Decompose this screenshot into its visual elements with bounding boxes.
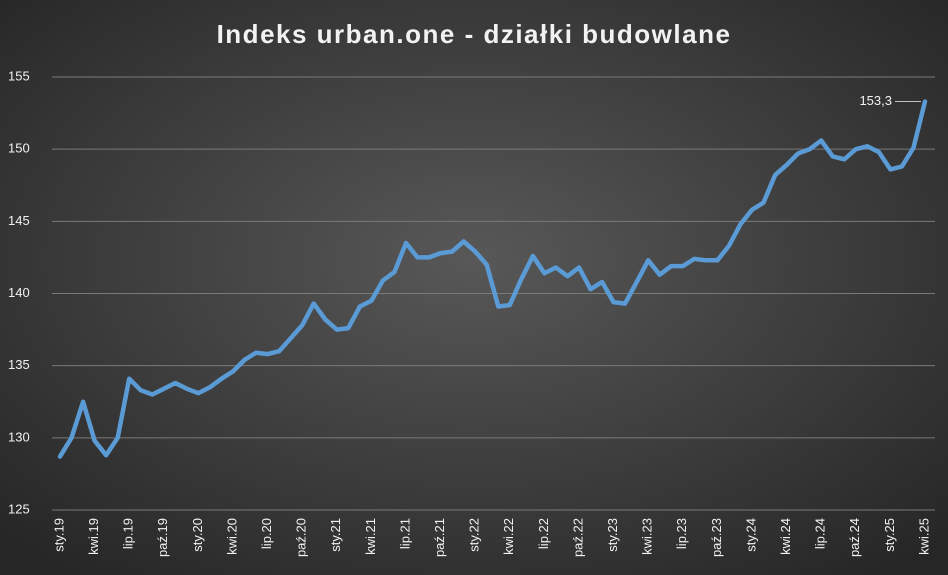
x-tick-label: sty.22 xyxy=(467,518,482,552)
x-tick-label: paź.24 xyxy=(847,518,862,557)
x-tick-label: paź.23 xyxy=(709,518,724,557)
x-tick-label: kwi.21 xyxy=(363,518,378,555)
x-tick-label: lip.23 xyxy=(674,518,689,549)
y-tick-label: 155 xyxy=(8,68,30,83)
x-tick-label: kwi.23 xyxy=(640,518,655,555)
x-tick-label: sty.25 xyxy=(882,518,897,552)
x-tick-label: kwi.19 xyxy=(86,518,101,555)
data-line xyxy=(57,99,928,459)
x-tick-label: paź.20 xyxy=(294,518,309,557)
x-tick-label: kwi.22 xyxy=(501,518,516,555)
x-tick-label: sty.24 xyxy=(743,518,758,552)
x-tick-label: lip.20 xyxy=(259,518,274,549)
x-tick-label: kwi.24 xyxy=(778,518,793,555)
y-tick-label: 150 xyxy=(8,141,30,156)
data-label: 153,3 xyxy=(859,93,892,108)
x-tick-label: lip.21 xyxy=(397,518,412,549)
x-tick-label: sty.20 xyxy=(190,518,205,552)
x-tick-label: kwi.25 xyxy=(916,518,931,555)
x-tick-label: paź.19 xyxy=(155,518,170,557)
y-tick-label: 145 xyxy=(8,213,30,228)
chart-title: Indeks urban.one - działki budowlane xyxy=(217,19,732,49)
x-tick-label: lip.22 xyxy=(536,518,551,549)
x-tick-label: sty.23 xyxy=(605,518,620,552)
x-tick-label: lip.24 xyxy=(813,518,828,549)
y-tick-label: 140 xyxy=(8,285,30,300)
x-tick-label: kwi.20 xyxy=(224,518,239,555)
x-tick-label: paź.21 xyxy=(432,518,447,557)
y-tick-label: 135 xyxy=(8,357,30,372)
y-tick-label: 130 xyxy=(8,429,30,444)
x-tick-label: paź.22 xyxy=(570,518,585,557)
x-tick-label: sty.19 xyxy=(51,518,66,552)
x-tick-label: sty.21 xyxy=(328,518,343,552)
y-tick-label: 125 xyxy=(8,501,30,516)
x-tick-label: lip.19 xyxy=(121,518,136,549)
